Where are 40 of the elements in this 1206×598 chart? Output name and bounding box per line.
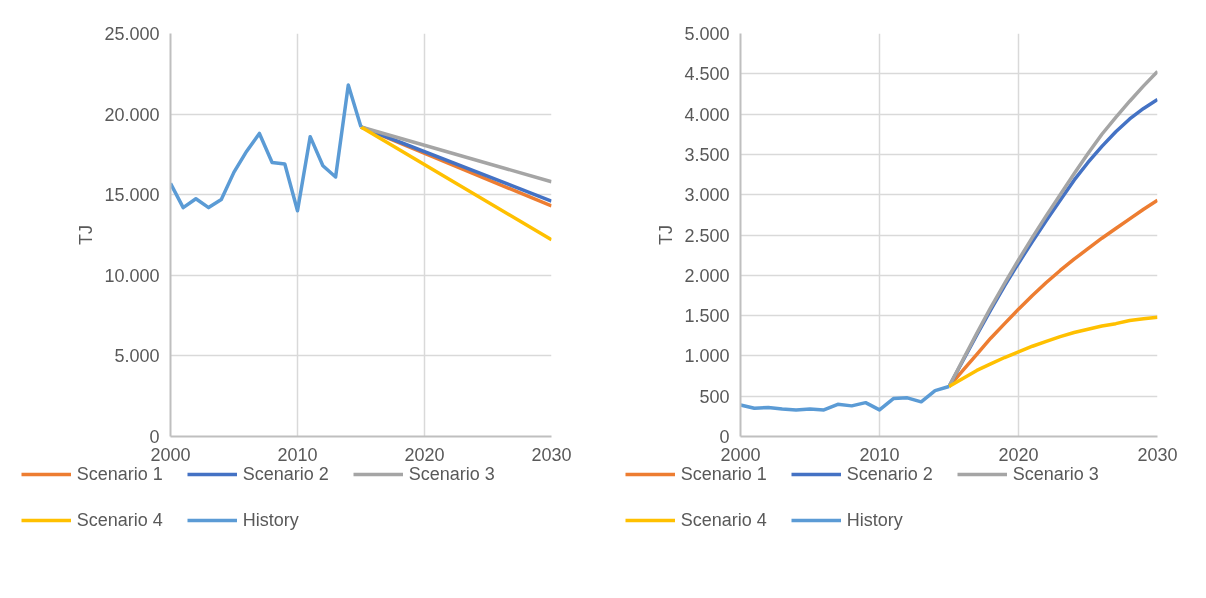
y-tick-label: 3.000	[684, 185, 730, 206]
y-tick-label: 1.000	[684, 346, 730, 367]
line-series	[170, 83, 363, 213]
y-tick-label: 2.000	[684, 265, 730, 286]
y-tick-label: 15.000	[104, 185, 160, 206]
legend-label: Scenario 3	[1012, 463, 1099, 485]
legend-label: Scenario 3	[408, 463, 495, 485]
legend-label: Scenario 1	[680, 463, 767, 485]
x-tick-label: 2000	[720, 444, 761, 465]
legend-label: History	[846, 509, 903, 531]
y-tick-label: 500	[699, 386, 730, 407]
legend-label: Scenario 2	[242, 463, 329, 485]
legend-label: Scenario 4	[680, 509, 767, 531]
y-tick-label: 10.000	[104, 265, 160, 286]
x-tick-label: 2030	[1137, 444, 1178, 465]
y-tick-label: 4.000	[684, 104, 730, 125]
legend-label: Scenario 1	[76, 463, 163, 485]
legend-label: Scenario 2	[846, 463, 933, 485]
x-tick-label: 2020	[998, 444, 1039, 465]
y-tick-label: 2.500	[684, 225, 730, 246]
x-tick-label: 2010	[277, 444, 318, 465]
y-tick-label: 20.000	[104, 104, 160, 125]
x-tick-label: 2010	[859, 444, 900, 465]
y-axis-title: TJ	[656, 225, 677, 245]
y-tick-label: 5.000	[684, 24, 730, 44]
legend-label: History	[242, 509, 299, 531]
y-tick-label: 4.500	[684, 64, 730, 85]
x-tick-label: 2000	[150, 444, 191, 465]
line-series	[740, 384, 951, 412]
legend-label: Scenario 4	[76, 509, 163, 531]
x-tick-label: 2020	[404, 444, 445, 465]
y-tick-label: 25.000	[104, 24, 160, 44]
y-tick-label: 0	[149, 427, 160, 447]
y-tick-label: 3.500	[684, 144, 730, 165]
y-tick-label: 1.500	[684, 306, 730, 327]
y-tick-label: 0	[719, 427, 730, 447]
x-tick-label: 2030	[531, 444, 572, 465]
line-series	[947, 315, 1158, 389]
y-axis-title: TJ	[76, 225, 97, 245]
y-tick-label: 5.000	[114, 346, 160, 367]
